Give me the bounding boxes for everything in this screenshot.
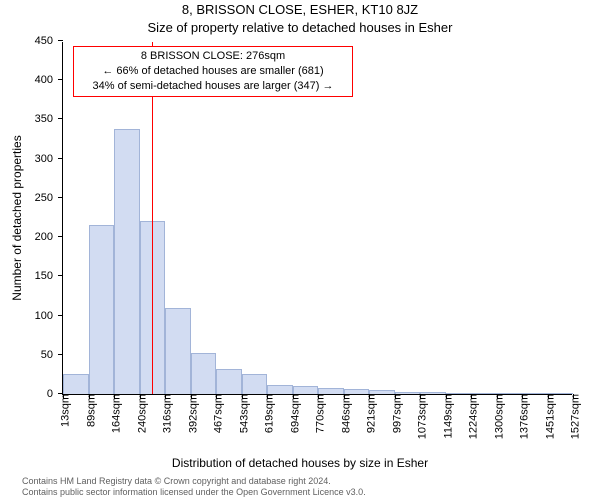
chart-title-sub: Size of property relative to detached ho…: [0, 20, 600, 35]
y-tick-label: 350: [35, 113, 63, 125]
y-tick-mark: [58, 197, 63, 198]
y-tick-mark: [58, 315, 63, 316]
x-tick-mark: [216, 394, 217, 399]
annotation-line: ← 66% of detached houses are smaller (68…: [80, 64, 346, 79]
histogram-bar: [114, 129, 140, 394]
x-tick-label: 467sqm: [208, 394, 225, 433]
x-tick-mark: [548, 394, 549, 399]
x-tick-label: 392sqm: [182, 394, 199, 433]
x-tick-mark: [89, 394, 90, 399]
y-tick-mark: [58, 118, 63, 119]
x-tick-mark: [63, 394, 64, 399]
x-tick-mark: [267, 394, 268, 399]
y-tick-label: 200: [35, 231, 63, 243]
histogram-bar: [267, 385, 293, 394]
x-tick-label: 997sqm: [386, 394, 403, 433]
x-tick-label: 694sqm: [284, 394, 301, 433]
x-tick-mark: [471, 394, 472, 399]
x-tick-mark: [497, 394, 498, 399]
x-tick-mark: [420, 394, 421, 399]
x-tick-mark: [369, 394, 370, 399]
x-tick-mark: [446, 394, 447, 399]
y-axis-label: Number of detached properties: [10, 53, 24, 218]
histogram-bar: [242, 374, 268, 394]
x-tick-label: 1224sqm: [463, 394, 480, 439]
x-tick-label: 240sqm: [131, 394, 148, 433]
x-tick-mark: [344, 394, 345, 399]
x-tick-mark: [114, 394, 115, 399]
histogram-bar: [216, 369, 242, 394]
y-tick-label: 450: [35, 35, 63, 47]
x-tick-label: 1073sqm: [412, 394, 429, 439]
y-tick-mark: [58, 158, 63, 159]
y-tick-mark: [58, 275, 63, 276]
y-tick-label: 100: [35, 310, 63, 322]
x-tick-mark: [165, 394, 166, 399]
x-axis-label: Distribution of detached houses by size …: [0, 456, 600, 470]
y-tick-mark: [58, 236, 63, 237]
y-tick-label: 250: [35, 192, 63, 204]
plot-area: 05010015020025030035040045013sqm89sqm164…: [62, 42, 572, 395]
y-tick-mark: [58, 40, 63, 41]
annotation-line: 34% of semi-detached houses are larger (…: [80, 79, 346, 94]
x-tick-mark: [140, 394, 141, 399]
x-tick-mark: [191, 394, 192, 399]
y-tick-label: 400: [35, 74, 63, 86]
histogram-bar: [293, 386, 319, 394]
y-tick-label: 50: [41, 349, 63, 361]
histogram-bar: [191, 353, 217, 394]
x-tick-label: 316sqm: [157, 394, 174, 433]
x-tick-mark: [318, 394, 319, 399]
x-tick-label: 1376sqm: [514, 394, 531, 439]
histogram-bar: [165, 308, 191, 394]
histogram-chart: 8, BRISSON CLOSE, ESHER, KT10 8JZ Size o…: [0, 0, 600, 500]
footer-line-2: Contains public sector information licen…: [22, 487, 366, 498]
annotation-line: 8 BRISSON CLOSE: 276sqm: [80, 49, 346, 64]
annotation-box: 8 BRISSON CLOSE: 276sqm← 66% of detached…: [73, 46, 353, 97]
x-tick-mark: [522, 394, 523, 399]
histogram-bar: [63, 374, 89, 394]
y-tick-mark: [58, 79, 63, 80]
histogram-bar: [89, 225, 115, 394]
x-tick-label: 164sqm: [106, 394, 123, 433]
x-tick-label: 770sqm: [310, 394, 327, 433]
x-tick-label: 543sqm: [233, 394, 250, 433]
y-tick-mark: [58, 354, 63, 355]
y-tick-label: 300: [35, 153, 63, 165]
x-tick-mark: [293, 394, 294, 399]
x-tick-label: 921sqm: [361, 394, 378, 433]
x-tick-mark: [242, 394, 243, 399]
x-tick-mark: [573, 394, 574, 399]
x-tick-label: 619sqm: [259, 394, 276, 433]
x-tick-label: 1149sqm: [437, 394, 454, 438]
footer-attribution: Contains HM Land Registry data © Crown c…: [22, 476, 366, 499]
chart-title-main: 8, BRISSON CLOSE, ESHER, KT10 8JZ: [0, 2, 600, 17]
x-tick-label: 846sqm: [335, 394, 352, 433]
x-tick-label: 1300sqm: [488, 394, 505, 439]
y-tick-label: 150: [35, 270, 63, 282]
x-tick-label: 1451sqm: [539, 394, 556, 439]
x-tick-mark: [395, 394, 396, 399]
x-tick-label: 1527sqm: [565, 394, 582, 439]
footer-line-1: Contains HM Land Registry data © Crown c…: [22, 476, 366, 487]
